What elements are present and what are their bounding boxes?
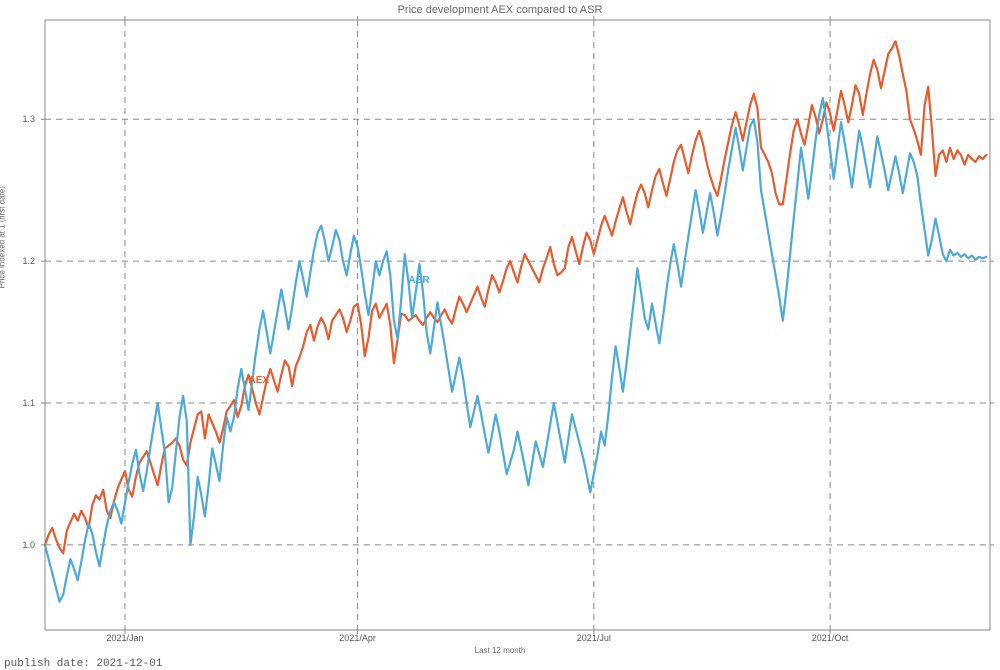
- y-tick-label: 1.0: [22, 540, 35, 550]
- chart-container: Price development AEX compared to ASR Pr…: [0, 0, 1000, 670]
- series-label-aex: AEX: [249, 375, 270, 386]
- plot-area: [0, 0, 1000, 670]
- x-tick-label: 2021/Apr: [339, 633, 376, 643]
- y-tick-label: 1.2: [22, 256, 35, 266]
- series-label-asr: ASR: [408, 275, 429, 286]
- footer-publish-date: publish date: 2021-12-01: [4, 658, 162, 670]
- x-tick-label: 2021/Jan: [106, 633, 143, 643]
- x-tick-label: 2021/Jul: [577, 633, 611, 643]
- y-tick-label: 1.1: [22, 398, 35, 408]
- x-axis-label: Last 12 month: [0, 646, 1000, 655]
- x-tick-label: 2021/Oct: [812, 633, 849, 643]
- y-tick-label: 1.3: [22, 114, 35, 124]
